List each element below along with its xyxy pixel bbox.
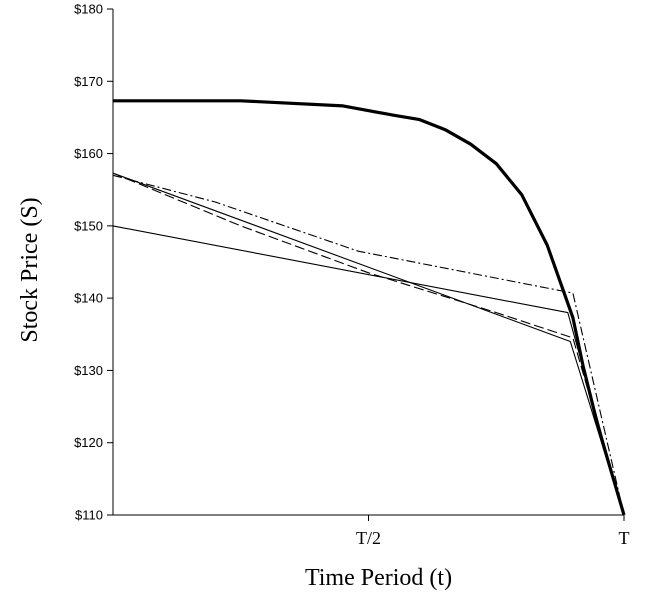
y-tick-label: $180 <box>74 2 103 17</box>
x-tick-label: T/2 <box>356 528 381 548</box>
x-ticks: T/2 T <box>356 515 630 548</box>
y-tick-label: $120 <box>74 435 103 450</box>
series-line-4 <box>112 174 625 516</box>
y-tick-label: $170 <box>74 74 103 89</box>
series-layer <box>112 99 626 516</box>
y-ticks: $110 $120 $130 $140 $150 $160 $170 $180 <box>74 2 113 523</box>
series-line-1 <box>113 99 626 516</box>
y-tick-label: $110 <box>75 508 103 523</box>
y-tick-label: $130 <box>74 363 103 378</box>
y-tick-label: $150 <box>74 218 103 233</box>
x-axis-title: Time Period (t) <box>305 565 452 591</box>
x-tick-label: T <box>619 528 630 548</box>
series-line-5 <box>112 172 625 516</box>
y-tick-label: $140 <box>74 291 103 306</box>
y-axis-title: Stock Price (S) <box>17 197 43 342</box>
y-tick-label: $160 <box>74 146 103 161</box>
series-line-3 <box>112 172 625 516</box>
series-line-2 <box>112 225 625 516</box>
